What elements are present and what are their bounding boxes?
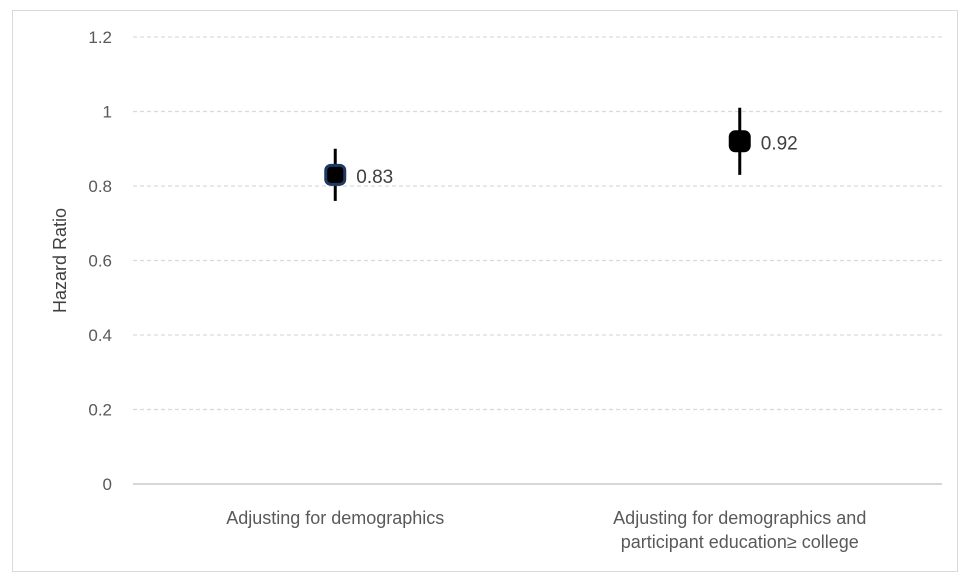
category-label-line: Adjusting for demographics and (613, 508, 866, 528)
data-label: 0.92 (761, 133, 798, 154)
category-labels: Adjusting for demographics Adjusting for … (226, 508, 866, 552)
data-marker (324, 163, 347, 186)
y-tick-label: 0.6 (88, 252, 112, 271)
data-marker (728, 130, 751, 153)
category-label-line: Adjusting for demographics (226, 508, 444, 528)
gridlines (133, 36, 942, 411)
y-tick-label: 1 (103, 103, 112, 122)
y-tick-labels: 0 0.2 0.4 0.6 0.8 1 1.2 (88, 28, 112, 494)
y-tick-label: 0.2 (88, 401, 112, 420)
chart-frame (12, 10, 958, 572)
data-point-group: 0.83 (324, 148, 393, 201)
category-label: Adjusting for demographics and participan… (613, 508, 866, 552)
category-label-line: participant education≥ college (621, 532, 859, 552)
y-tick-label: 0 (103, 475, 112, 494)
y-tick-label: 0.4 (88, 326, 112, 345)
y-tick-label: 1.2 (88, 28, 112, 47)
data-points: 0.83 0.92 (324, 107, 798, 201)
category-label: Adjusting for demographics (226, 508, 444, 528)
data-point-group: 0.92 (728, 107, 798, 175)
y-axis-title: Hazard Ratio (50, 208, 70, 313)
y-tick-label: 0.8 (88, 177, 112, 196)
data-label: 0.83 (356, 167, 393, 188)
